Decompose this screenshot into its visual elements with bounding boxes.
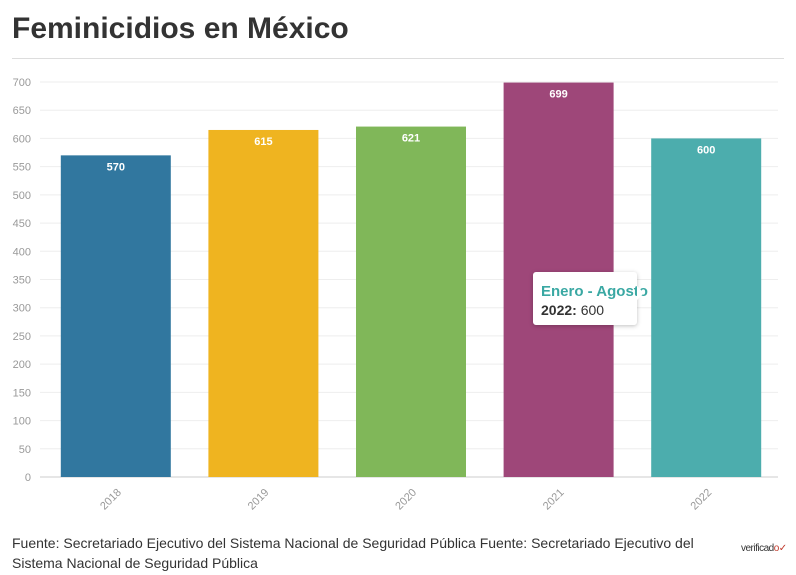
y-tick-label: 300 — [13, 303, 31, 315]
bar-2020 — [356, 126, 466, 477]
tooltip-value: 600 — [580, 302, 605, 318]
data-label: 615 — [254, 136, 272, 148]
y-tick-label: 150 — [13, 387, 31, 399]
source-note: Fuente: Secretariado Ejecutivo del Siste… — [12, 535, 694, 571]
y-tick-label: 200 — [13, 359, 31, 371]
x-tick-label: 2020 — [393, 487, 419, 513]
y-tick-label: 550 — [13, 162, 31, 174]
data-label: 621 — [402, 133, 420, 145]
tooltip: Enero - Agosto 2022: 600 — [533, 272, 648, 325]
bar-chart: 0 50 100 150 200 250 300 350 400 450 500 550 600 650 7… — [13, 77, 778, 513]
bar-2019 — [208, 129, 319, 477]
title-divider — [12, 58, 784, 59]
tooltip-label: 2022: — [541, 302, 577, 318]
y-tick-label: 250 — [13, 331, 31, 343]
tooltip-title: Enero - Agosto — [541, 283, 648, 300]
verificado-logo: verificado✓ — [741, 543, 787, 554]
bar-2022 — [651, 138, 762, 477]
y-tick-label: 50 — [19, 444, 31, 456]
data-label: 600 — [697, 144, 715, 156]
y-tick-label: 350 — [13, 275, 31, 287]
y-tick-label: 400 — [13, 246, 31, 258]
y-tick-label: 500 — [13, 190, 31, 202]
y-tick-label: 650 — [13, 105, 31, 117]
data-label: 699 — [549, 89, 567, 101]
bar-2018 — [60, 155, 171, 477]
x-tick-label: 2018 — [98, 487, 124, 513]
chart-title: Feminicidios en México — [12, 12, 349, 45]
y-tick-label: 700 — [13, 77, 31, 89]
x-tick-label: 2022 — [689, 487, 715, 513]
x-tick-label: 2021 — [541, 487, 567, 513]
y-tick-label: 450 — [13, 218, 31, 230]
y-tick-label: 0 — [25, 472, 31, 484]
data-label: 570 — [107, 161, 125, 173]
y-tick-label: 600 — [13, 133, 31, 145]
y-tick-label: 100 — [13, 416, 31, 428]
x-tick-label: 2019 — [246, 487, 272, 513]
